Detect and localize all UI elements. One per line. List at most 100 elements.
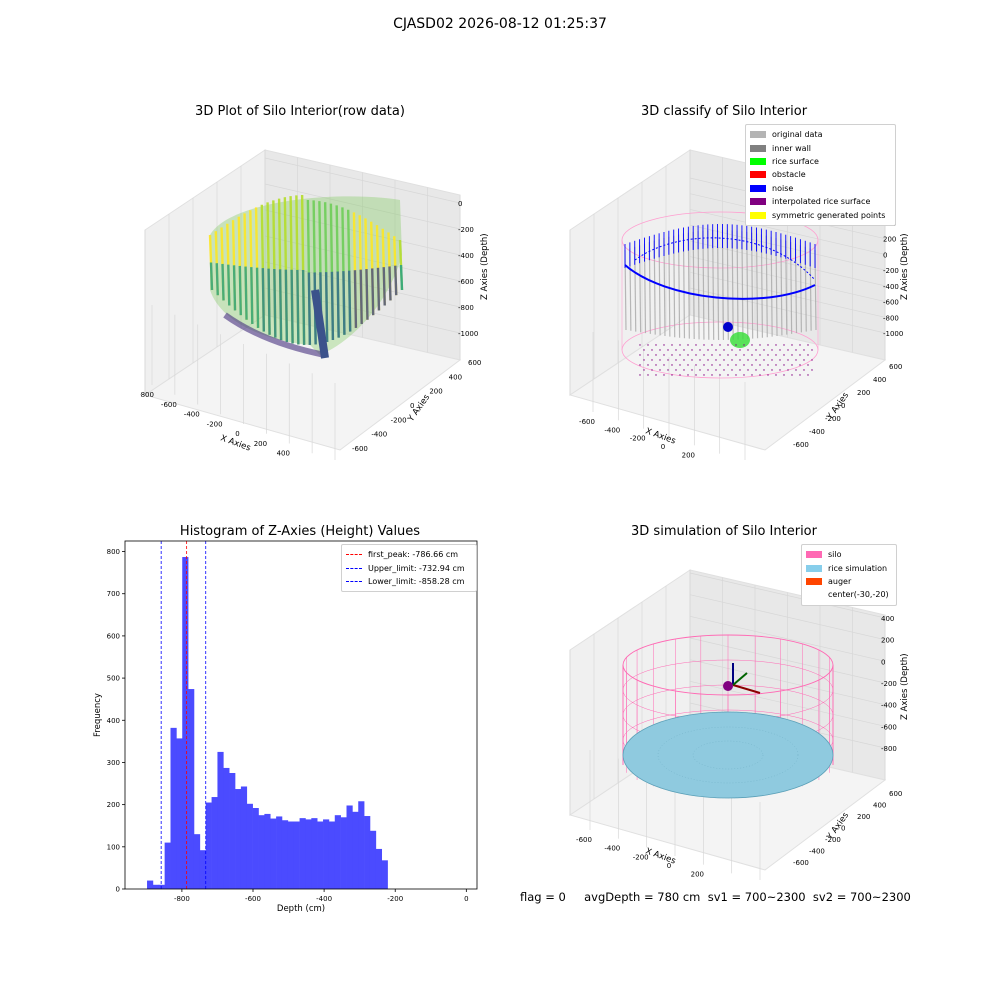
- histogram-bar: [235, 789, 242, 889]
- p2-ztick: -1000: [883, 330, 903, 338]
- histogram-bar: [270, 818, 277, 889]
- p4-ztick: -600: [881, 723, 897, 731]
- histogram-bar: [375, 848, 383, 889]
- histogram-bar: [152, 884, 160, 889]
- p1-ztick: 0: [458, 200, 462, 208]
- histogram-bar: [305, 819, 312, 889]
- p2-ztick: 0: [883, 251, 887, 259]
- p2-ytick: -600: [793, 441, 809, 449]
- p4-xtick: -600: [576, 836, 592, 844]
- legend-swatch: [750, 131, 766, 139]
- p1-ztick: -1000: [458, 330, 478, 338]
- histogram-bar: [328, 821, 336, 889]
- histogram-bar: [147, 880, 154, 889]
- legend-item: noise: [750, 182, 891, 195]
- p4-ztick: -200: [881, 680, 897, 688]
- p1-xtick: 400: [277, 450, 290, 458]
- histogram-bar: [340, 817, 347, 889]
- histogram-ytick: 600: [107, 632, 120, 640]
- p1-ztick: -200: [458, 226, 474, 234]
- legend-swatch: [346, 567, 362, 569]
- p1-ytick: 400: [449, 373, 462, 381]
- p2-ztick: -200: [883, 267, 899, 275]
- p4-ytick: 600: [889, 790, 902, 798]
- histogram-bar: [240, 786, 248, 889]
- p1-ytick: 200: [429, 388, 442, 396]
- p4-ztick: 0: [881, 658, 885, 666]
- histogram-bar: [311, 818, 318, 889]
- legend-item: symmetric generated points: [750, 208, 891, 221]
- legend-item: obstacle: [750, 168, 891, 181]
- histogram-chart[interactable]: -800 -600 -400 -200 0 0 100 200 300 400 500 600 700 8…: [80, 535, 490, 920]
- legend-swatch: [750, 171, 766, 179]
- p1-ztick: -800: [458, 304, 474, 312]
- histogram-bar: [369, 830, 377, 889]
- histogram-bar: [381, 860, 388, 889]
- status-footer: flag = 0 avgDepth = 780 cm sv1 = 700~230…: [520, 890, 911, 904]
- p4-ytick: 200: [857, 813, 870, 821]
- legend-swatch: [346, 580, 362, 582]
- legend-swatch: [806, 591, 822, 599]
- p2-ytick: 0: [841, 402, 845, 410]
- legend-swatch: [806, 577, 822, 585]
- histogram-bar: [211, 797, 218, 889]
- p4-xtick: 0: [667, 862, 671, 870]
- histogram-ytick: 0: [116, 886, 120, 894]
- histogram-bar: [346, 805, 353, 889]
- panel4-3d-plot[interactable]: -600-400-2000200400600-600-400-200020040…: [565, 560, 925, 880]
- histogram-bar: [223, 767, 230, 889]
- p2-ytick: -200: [825, 415, 841, 423]
- p2-xtick: -200: [630, 435, 646, 443]
- p4-ytick: 0: [841, 825, 845, 833]
- p4-xtick: -400: [604, 845, 620, 853]
- p4-ztick: 400: [881, 615, 894, 623]
- histogram-ytick: 200: [107, 801, 120, 809]
- panel1-zlabel: Z Axies (Depth): [480, 233, 490, 300]
- panel4-auger: [723, 663, 761, 694]
- histogram-bar: [229, 773, 236, 889]
- histogram-bar: [317, 821, 324, 889]
- p4-xtick: 400: [719, 879, 732, 880]
- legend-swatch: [750, 211, 766, 219]
- p1-ytick: 600: [468, 359, 481, 367]
- panel4-legend: silo rice simulation auger center(-30,-20): [801, 544, 897, 606]
- histogram-bar: [334, 815, 341, 889]
- legend-swatch: [750, 184, 766, 192]
- histogram-ylabel: Frequency: [93, 693, 103, 737]
- histogram-ytick: 500: [107, 675, 120, 683]
- panel1-3d-plot[interactable]: -800-600-400-2000200400600800-600-400-20…: [140, 140, 500, 460]
- legend-swatch: [750, 144, 766, 152]
- p2-xtick: -600: [579, 418, 595, 426]
- p1-xtick: 0: [235, 430, 239, 438]
- p4-ztick: 200: [881, 637, 894, 645]
- p2-ztick: -600: [883, 299, 899, 307]
- p4-xtick: -200: [633, 853, 649, 861]
- histogram-xtick: 0: [464, 895, 468, 903]
- histogram-ytick: 300: [107, 759, 120, 767]
- p4-ytick: -200: [825, 836, 841, 844]
- legend-item: rice surface: [750, 155, 891, 168]
- histogram-bar: [264, 813, 271, 889]
- p1-ytick: -200: [391, 416, 407, 424]
- panel1-title: 3D Plot of Silo Interior(row data): [195, 104, 405, 119]
- legend-swatch: [750, 198, 766, 206]
- panel2-title: 3D classify of Silo Interior: [640, 104, 808, 119]
- p4-ztick: -800: [881, 745, 897, 753]
- p2-ytick: 600: [889, 363, 902, 371]
- histogram-bar: [199, 850, 207, 889]
- histogram-xtick: -800: [174, 895, 190, 903]
- histogram-ytick: 800: [107, 548, 120, 556]
- histogram-bar: [276, 816, 283, 889]
- histogram-ytick: 100: [107, 843, 120, 851]
- histogram-bar: [182, 557, 189, 889]
- panel4-zlabel: Z Axies (Depth): [900, 653, 910, 720]
- legend-item: auger: [806, 575, 892, 588]
- legend-item: center(-30,-20): [806, 588, 892, 601]
- p1-ytick: 0: [410, 402, 414, 410]
- p2-ytick: 200: [857, 389, 870, 397]
- legend-item: interpolated rice surface: [750, 195, 891, 208]
- legend-swatch: [346, 554, 362, 556]
- p2-xtick: 200: [682, 451, 695, 459]
- legend-item: Lower_limit: -858.28 cm: [346, 575, 472, 588]
- legend-swatch: [806, 564, 822, 572]
